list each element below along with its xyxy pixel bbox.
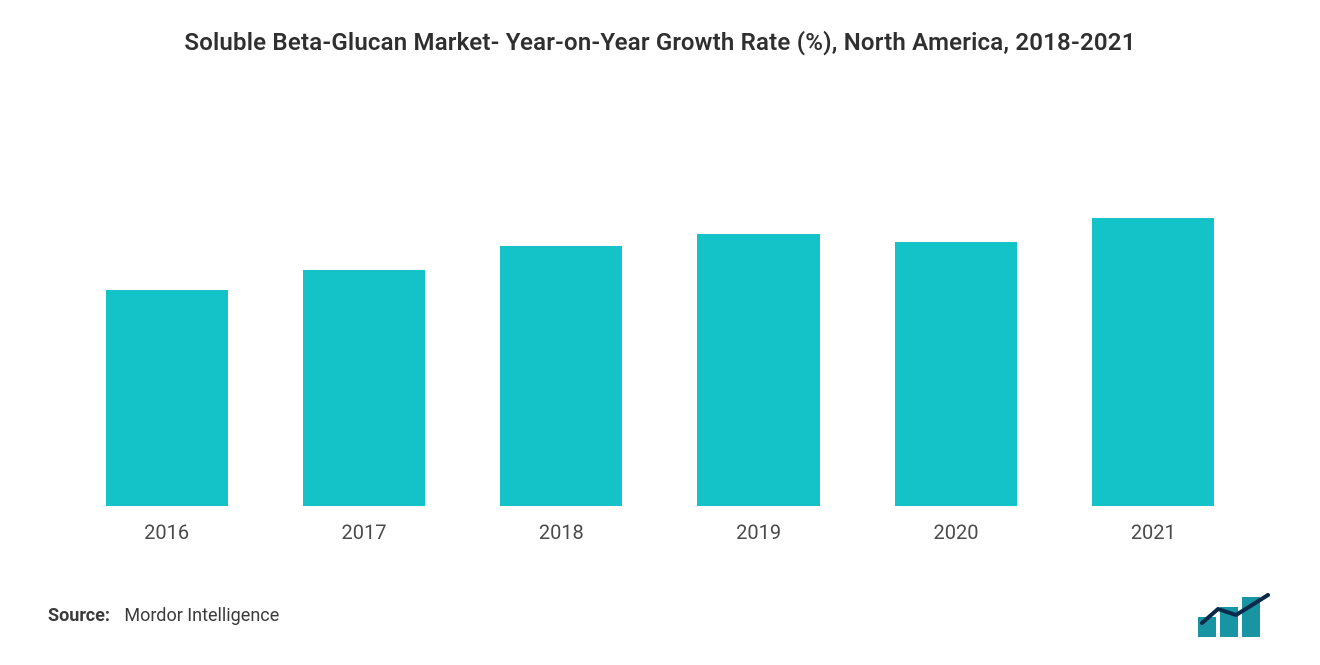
chart-footer: Source: Mordor Intelligence <box>48 593 1272 637</box>
bar <box>1092 218 1214 506</box>
source-attribution: Source: Mordor Intelligence <box>48 605 279 626</box>
x-axis-labels: 201620172018201920202021 <box>48 506 1272 544</box>
plot-area <box>48 106 1272 506</box>
x-tick-label: 2019 <box>660 520 857 544</box>
x-tick-label: 2020 <box>857 520 1054 544</box>
x-tick-label: 2016 <box>68 520 265 544</box>
source-label: Source: <box>48 605 110 626</box>
bar-slot <box>857 106 1054 506</box>
bar-slot <box>660 106 857 506</box>
bar <box>303 270 425 506</box>
brand-logo-icon <box>1198 593 1272 637</box>
bar-slot <box>68 106 265 506</box>
x-tick-label: 2017 <box>265 520 462 544</box>
bar <box>106 290 228 506</box>
bar-slot <box>265 106 462 506</box>
bar-slot <box>463 106 660 506</box>
source-text: Mordor Intelligence <box>124 605 279 626</box>
bar <box>895 242 1017 506</box>
bar <box>697 234 819 506</box>
x-tick-label: 2021 <box>1055 520 1252 544</box>
x-tick-label: 2018 <box>463 520 660 544</box>
chart-title: Soluble Beta-Glucan Market- Year-on-Year… <box>48 28 1272 56</box>
bar <box>500 246 622 506</box>
chart-container: 201620172018201920202021 <box>48 106 1272 576</box>
bar-slot <box>1055 106 1252 506</box>
